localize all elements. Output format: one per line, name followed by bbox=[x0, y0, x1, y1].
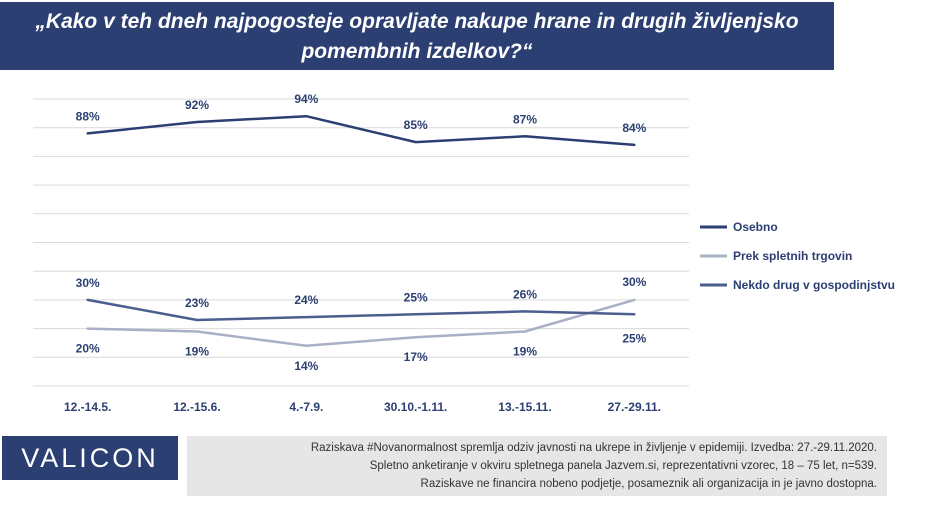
x-tick-label: 12.-15.6. bbox=[173, 400, 220, 414]
data-label: 25% bbox=[404, 290, 428, 304]
x-tick-label: 13.-15.11. bbox=[498, 400, 551, 414]
data-label: 19% bbox=[513, 344, 537, 358]
series-line-1 bbox=[86, 114, 636, 147]
data-label: 25% bbox=[622, 331, 646, 345]
data-label: 85% bbox=[404, 118, 428, 132]
series-lines bbox=[86, 114, 636, 348]
data-label: 24% bbox=[294, 293, 318, 307]
data-label: 88% bbox=[76, 109, 100, 123]
data-label: 30% bbox=[622, 275, 646, 289]
chart-title-line-1: „Kako v teh dneh najpogosteje opravljate… bbox=[35, 10, 799, 33]
data-label: 20% bbox=[76, 342, 100, 356]
data-label: 92% bbox=[185, 98, 209, 112]
data-label: 19% bbox=[185, 344, 209, 358]
series-line-2 bbox=[86, 298, 636, 348]
logo-text: VALICON bbox=[21, 443, 159, 473]
footer-note-line: Raziskava #Novanormalnost spremlja odziv… bbox=[310, 442, 877, 454]
series-line-3 bbox=[86, 298, 636, 322]
data-label: 17% bbox=[404, 350, 428, 364]
footer-note: Raziskava #Novanormalnost spremlja odziv… bbox=[187, 436, 887, 496]
data-label: 26% bbox=[513, 287, 537, 301]
x-tick-label: 12.-14.5. bbox=[64, 400, 111, 414]
legend-label: Nekdo drug v gospodinjstvu bbox=[733, 278, 895, 292]
footer-note-line: Spletno anketiranje v okviru spletnega p… bbox=[369, 460, 877, 472]
data-label: 30% bbox=[76, 276, 100, 290]
chart-title: „Kako v teh dneh najpogosteje opravljate… bbox=[0, 7, 834, 67]
data-label: 84% bbox=[622, 121, 646, 135]
x-axis-tick-labels: 12.-14.5. 12.-15.6. 4.-7.9. 30.10.-1.11. 13.… bbox=[64, 400, 661, 414]
legend-label: Osebno bbox=[733, 220, 778, 234]
data-label: 87% bbox=[513, 112, 537, 126]
x-tick-label: 4.-7.9. bbox=[289, 400, 323, 414]
legend: Osebno Prek spletnih trgovin Nekdo drug v … bbox=[700, 220, 895, 292]
gridlines bbox=[33, 98, 689, 387]
x-tick-label: 30.10.-1.11. bbox=[384, 400, 447, 414]
valicon-logo: VALICON bbox=[2, 436, 178, 480]
chart-title-line-2: pomembnih izdelkov?“ bbox=[301, 40, 533, 63]
footer-note-line: Raziskave ne financira nobeno podjetje, … bbox=[420, 478, 877, 490]
line-chart: 88% 92% 94% 85% 87% 84% 20% 19% 14% 17% 19% 30% 30% 2… bbox=[33, 92, 895, 414]
data-label: 94% bbox=[294, 92, 318, 106]
data-label: 23% bbox=[185, 296, 209, 310]
x-tick-label: 27.-29.11. bbox=[608, 400, 661, 414]
data-label: 14% bbox=[294, 359, 318, 373]
title-bar: „Kako v teh dneh najpogosteje opravljate… bbox=[0, 2, 834, 70]
legend-label: Prek spletnih trgovin bbox=[733, 249, 852, 263]
data-labels: 88% 92% 94% 85% 87% 84% 20% 19% 14% 17% 19% 30% 30% 2… bbox=[76, 92, 647, 373]
